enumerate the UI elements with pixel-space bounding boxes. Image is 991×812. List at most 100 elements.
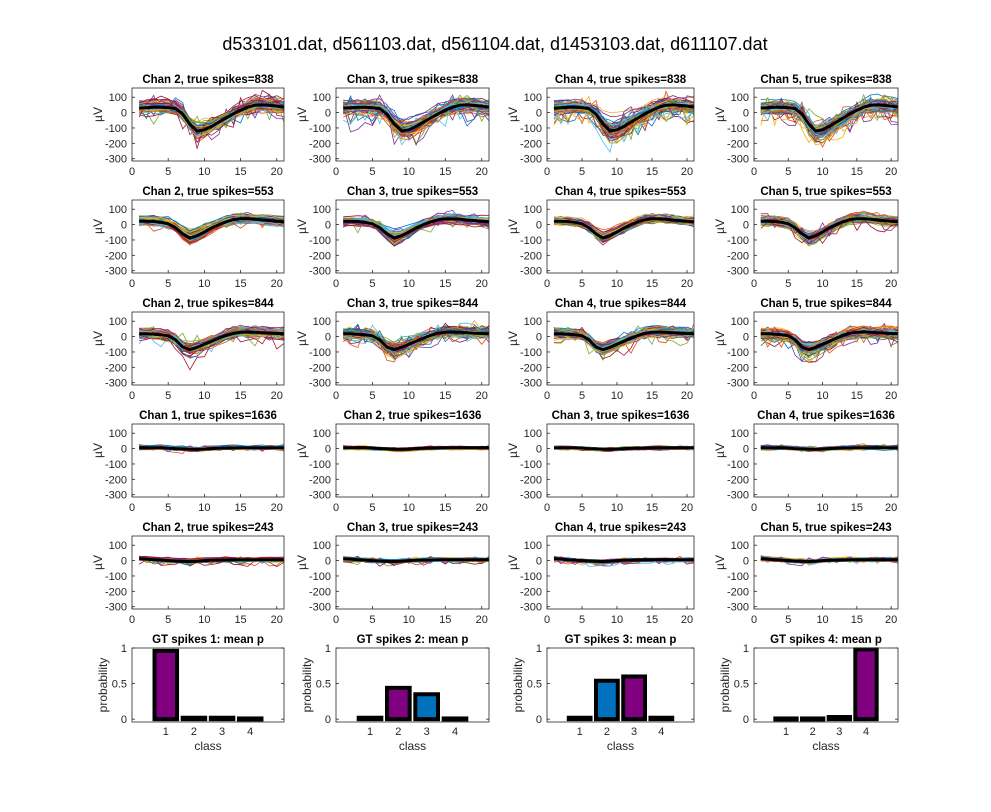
waveform-panel: Chan 2, true spikes=553 0 5 10 15 20 100 0 -100 -… bbox=[91, 186, 285, 290]
mean-waveform bbox=[760, 557, 898, 564]
y-axis-label: µV bbox=[506, 219, 520, 234]
x-tick-label: 0 bbox=[751, 502, 757, 514]
y-tick-label: 100 bbox=[524, 428, 542, 440]
panel-title: Chan 5, true spikes=838 bbox=[760, 74, 892, 86]
bar-class-2 bbox=[385, 685, 412, 722]
y-tick-label: 1 bbox=[743, 643, 749, 655]
y-axis-label: µV bbox=[91, 107, 105, 122]
x-tick-label: 10 bbox=[198, 390, 210, 402]
x-tick-label: 5 bbox=[579, 502, 585, 514]
x-tick-label: 5 bbox=[785, 390, 791, 402]
x-tick-label: 10 bbox=[403, 614, 415, 626]
y-tick-label: 100 bbox=[731, 204, 749, 216]
x-tick-label: 15 bbox=[234, 502, 246, 514]
probability-bar-panel: 1 2 3 4 1 0.5 0 GT spikes 3: mean p class probabi… bbox=[511, 634, 695, 753]
spike-trace bbox=[760, 210, 898, 238]
x-tick-label: 4 bbox=[452, 726, 458, 738]
y-axis-label: µV bbox=[91, 331, 105, 346]
y-tick-label: 1 bbox=[121, 643, 127, 655]
y-tick-label: 0 bbox=[743, 220, 749, 232]
y-tick-label: 100 bbox=[109, 92, 127, 104]
x-tick-label: 20 bbox=[271, 278, 283, 290]
y-tick-label: -200 bbox=[105, 474, 127, 486]
y-tick-label: 100 bbox=[731, 540, 749, 552]
axes-box bbox=[753, 311, 899, 386]
x-tick-label: 15 bbox=[646, 166, 658, 178]
spike-trace bbox=[139, 102, 284, 127]
spike-trace bbox=[553, 106, 694, 136]
x-tick-label: 10 bbox=[611, 166, 623, 178]
x-tick-label: 0 bbox=[333, 278, 339, 290]
x-tick-label: 0 bbox=[333, 502, 339, 514]
x-tick-label: 0 bbox=[544, 166, 550, 178]
figure-title: d533101.dat, d561103.dat, d561104.dat, d… bbox=[222, 34, 767, 54]
spike-trace bbox=[760, 334, 898, 354]
y-axis-label: µV bbox=[506, 443, 520, 458]
x-tick-label: 3 bbox=[219, 726, 225, 738]
panel-title: Chan 2, true spikes=1636 bbox=[344, 410, 482, 422]
x-tick-label: 2 bbox=[191, 726, 197, 738]
mean-waveform bbox=[343, 330, 489, 352]
x-tick-label: 0 bbox=[751, 166, 757, 178]
y-tick-label: -200 bbox=[105, 362, 127, 374]
x-tick-label: 15 bbox=[439, 502, 451, 514]
y-tick-label: -200 bbox=[727, 362, 749, 374]
x-tick-label: 15 bbox=[646, 502, 658, 514]
x-tick-label: 0 bbox=[333, 166, 339, 178]
y-tick-label: -100 bbox=[520, 347, 542, 359]
x-tick-label: 15 bbox=[851, 166, 863, 178]
spike-trace bbox=[139, 332, 284, 352]
y-tick-label: -200 bbox=[309, 474, 331, 486]
y-tick-label: -300 bbox=[727, 154, 749, 166]
bar-class-3 bbox=[826, 715, 853, 722]
spike-trace bbox=[760, 215, 898, 235]
x-tick-label: 10 bbox=[611, 502, 623, 514]
panel-title: GT spikes 3: mean p bbox=[565, 634, 677, 646]
y-axis-label: µV bbox=[713, 331, 727, 346]
y-tick-label: 0.5 bbox=[112, 679, 127, 691]
y-tick-label: -100 bbox=[727, 347, 749, 359]
panel-title: GT spikes 1: mean p bbox=[152, 634, 264, 646]
x-tick-label: 20 bbox=[885, 278, 897, 290]
mean-waveform bbox=[553, 557, 694, 564]
y-tick-label: 0 bbox=[536, 108, 542, 120]
y-axis-label: probability bbox=[96, 658, 110, 713]
bar-class-4 bbox=[648, 715, 675, 722]
mean-waveform bbox=[139, 103, 284, 133]
y-tick-label: -100 bbox=[309, 123, 331, 135]
x-tick-label: 15 bbox=[851, 614, 863, 626]
x-axis-label: class bbox=[399, 739, 426, 753]
y-tick-label: -300 bbox=[105, 378, 127, 390]
x-tick-label: 20 bbox=[476, 614, 488, 626]
axes-box bbox=[546, 647, 695, 723]
y-tick-label: 0 bbox=[325, 444, 331, 456]
y-axis-label: µV bbox=[295, 443, 309, 458]
bar-class-2 bbox=[594, 678, 620, 722]
x-tick-label: 15 bbox=[234, 278, 246, 290]
waveform-panel: Chan 4, true spikes=844 0 5 10 15 20 100 0 -100 -… bbox=[506, 298, 695, 402]
y-tick-label: 0 bbox=[121, 332, 127, 344]
x-tick-label: 20 bbox=[271, 390, 283, 402]
x-tick-label: 15 bbox=[439, 614, 451, 626]
waveform-panel: Chan 3, true spikes=243 0 5 10 15 20 100 0 -100 -… bbox=[295, 522, 490, 626]
spike-trace bbox=[343, 332, 489, 354]
y-tick-label: 0 bbox=[325, 556, 331, 568]
spike-trace bbox=[553, 104, 694, 137]
y-tick-label: -100 bbox=[309, 459, 331, 471]
y-tick-label: 0.5 bbox=[734, 679, 749, 691]
spike-trace bbox=[760, 98, 898, 138]
axes-box bbox=[546, 311, 695, 386]
x-tick-label: 15 bbox=[439, 278, 451, 290]
y-tick-label: -100 bbox=[520, 123, 542, 135]
panel-title: Chan 5, true spikes=243 bbox=[760, 522, 891, 534]
mean-waveform bbox=[343, 103, 489, 133]
trace-group bbox=[343, 555, 489, 567]
x-tick-label: 20 bbox=[885, 166, 897, 178]
y-tick-label: -200 bbox=[520, 362, 542, 374]
x-tick-label: 20 bbox=[885, 502, 897, 514]
spike-trace bbox=[760, 104, 898, 134]
trace-group bbox=[342, 94, 489, 147]
y-tick-label: -100 bbox=[727, 235, 749, 247]
waveform-panel: Chan 3, true spikes=553 0 5 10 15 20 100 0 -100 -… bbox=[295, 186, 490, 290]
y-axis-label: µV bbox=[295, 219, 309, 234]
